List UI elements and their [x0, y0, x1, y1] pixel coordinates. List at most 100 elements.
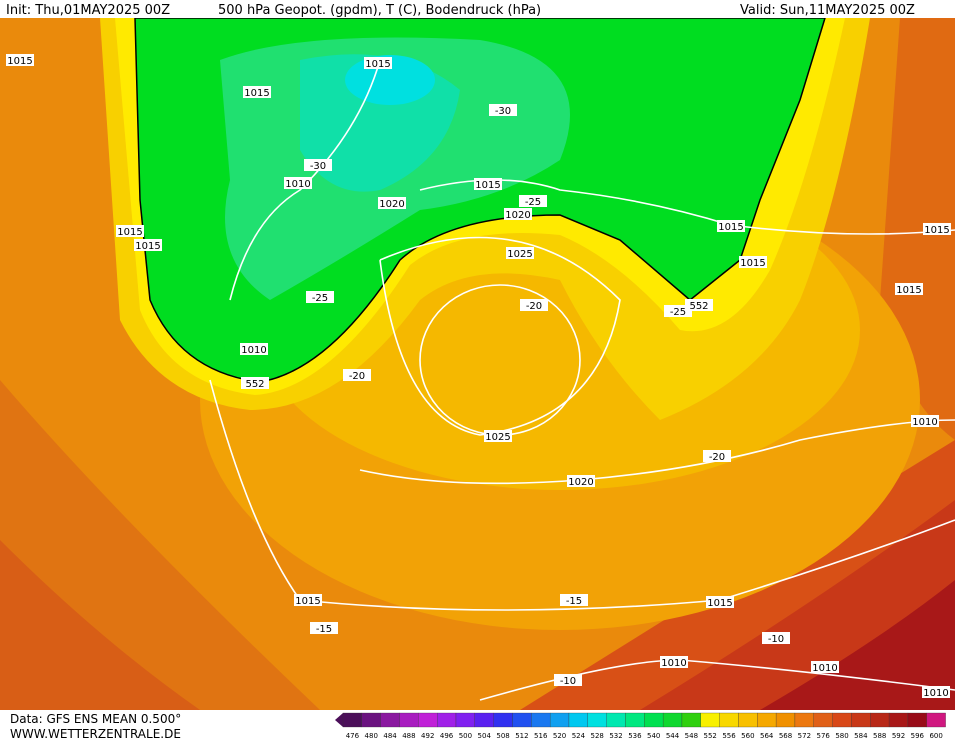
label-box: [660, 656, 688, 668]
colorbar-arrow: [335, 713, 343, 727]
label-box: [685, 299, 713, 311]
colorbar-label: 536: [628, 732, 642, 740]
site: WWW.WETTERZENTRALE.DE: [10, 727, 181, 741]
colorbar-label: 560: [741, 732, 754, 740]
contour-label: 1010: [661, 658, 686, 669]
colorbar-swatch: [662, 712, 683, 728]
contour-label: 1020: [505, 210, 530, 221]
label-box: [116, 225, 144, 237]
contour-label: -30: [495, 106, 511, 117]
label-box: [717, 220, 745, 232]
label-box: [294, 594, 322, 606]
band: [760, 580, 955, 710]
colorbar-swatch: [361, 712, 381, 728]
contour-label: -25: [525, 197, 541, 208]
contour-label: 1015: [7, 56, 32, 67]
colorbar-swatch: [719, 712, 739, 728]
contour-label: -20: [526, 301, 542, 312]
label-box: [504, 208, 532, 220]
contour-label: -15: [316, 624, 332, 635]
valid-text: Valid: Sun,11MAY2025 00Z: [740, 3, 915, 18]
colorbar-label: 592: [892, 732, 905, 740]
label-box: [306, 291, 334, 303]
contour-label: 552: [689, 301, 708, 312]
colorbar-swatch: [851, 712, 871, 728]
colorbar-label: 504: [478, 732, 492, 740]
contour-labels: 1015 1015 1015 -30 -30 1010 1015 1020 -25 1020 101…: [6, 54, 951, 699]
isobar: [359, 419, 956, 485]
colorbar-label: 540: [647, 732, 660, 740]
contour-label: -15: [566, 596, 582, 607]
isobar: [419, 179, 956, 235]
contour-label: -25: [670, 307, 686, 318]
contour-label: 1015: [135, 241, 160, 252]
label-box: [567, 475, 595, 487]
contour-label: 1015: [740, 258, 765, 269]
label-box: [240, 343, 268, 355]
isobar: [379, 236, 621, 436]
label-box: [343, 369, 371, 381]
contour-label: 1015: [924, 225, 949, 236]
colorbar-swatch: [738, 712, 758, 728]
contour-label: -30: [310, 161, 326, 172]
contour-label: -25: [312, 293, 328, 304]
contour-label: 1025: [507, 249, 532, 260]
label-box: [922, 686, 950, 698]
contour-label: 1015: [707, 598, 732, 609]
colorbar-label: 544: [666, 732, 680, 740]
contour-label: 1010: [241, 345, 266, 356]
colorbar-swatch: [794, 712, 814, 728]
label-box: [284, 177, 312, 189]
colorbar-label: 588: [873, 732, 886, 740]
colorbar-swatch: [644, 712, 664, 728]
colorbar-swatch: [907, 712, 927, 728]
label-box: [706, 596, 734, 608]
colorbar-label: 516: [534, 732, 548, 740]
colorbar-swatch: [606, 712, 626, 728]
colorbar-swatch: [700, 712, 720, 728]
colorbar-label: 576: [816, 732, 830, 740]
label-box: [304, 159, 332, 171]
label-box: [519, 195, 547, 207]
contour-label: 1010: [812, 663, 837, 674]
contour-label: 1020: [568, 477, 593, 488]
colorbar-swatch: [926, 712, 946, 728]
colorbar-label: 528: [591, 732, 604, 740]
label-box: [520, 299, 548, 311]
colorbar-swatch: [587, 712, 607, 728]
colorbar-label: 520: [553, 732, 566, 740]
contour-label: 1010: [912, 417, 937, 428]
contour-label: 1015: [244, 88, 269, 99]
data-source: Data: GFS ENS MEAN 0.500°: [10, 712, 181, 726]
contour-label: 552: [245, 379, 264, 390]
map-title: 500 hPa Geopot. (gpdm), T (C), Bodendruc…: [218, 3, 541, 18]
label-box: [895, 283, 923, 295]
contour-label: 1015: [896, 285, 921, 296]
colorbar-label: 580: [835, 732, 848, 740]
label-box: [911, 415, 939, 427]
colorbar-label: 584: [854, 732, 868, 740]
isobar: [229, 59, 381, 301]
colorbar-swatch: [455, 712, 475, 728]
colorbar-swatch: [437, 712, 457, 728]
colorbar-swatch: [681, 712, 701, 728]
label-box: [310, 622, 338, 634]
colorbar-label: 484: [383, 732, 397, 740]
contour-label: 1015: [117, 227, 142, 238]
band: [0, 540, 200, 710]
colorbar-swatch: [380, 712, 400, 728]
contour-label: -10: [768, 634, 784, 645]
label-box: [489, 104, 517, 116]
colorbar-label: 476: [346, 732, 360, 740]
colorbar-label: 524: [572, 732, 586, 740]
label-box: [923, 223, 951, 235]
colorbar-swatch: [399, 712, 419, 728]
colorbar-swatch: [888, 712, 909, 728]
contour-label: 1015: [295, 596, 320, 607]
colorbar-label: 568: [779, 732, 792, 740]
label-box: [703, 450, 731, 462]
colorbar-label: 564: [760, 732, 774, 740]
colorbar-swatch: [418, 712, 438, 728]
colorbar-swatch: [342, 712, 362, 728]
